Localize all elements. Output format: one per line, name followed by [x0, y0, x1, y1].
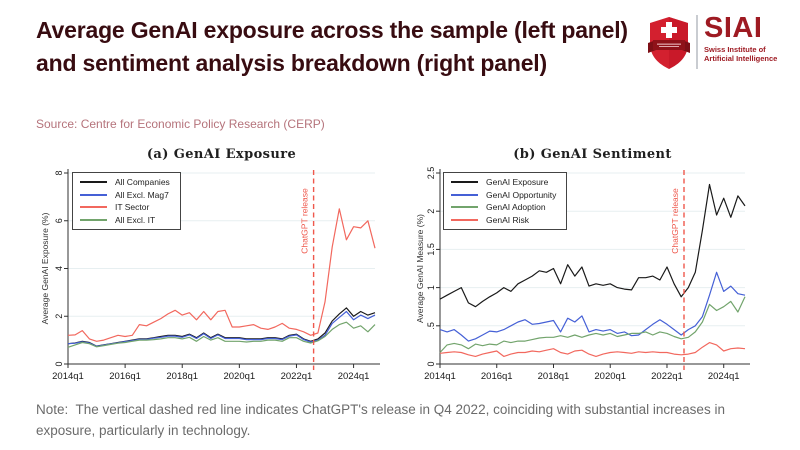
- legend-label: GenAI Adoption: [486, 202, 546, 212]
- x-tick-label: 2018q1: [166, 371, 198, 382]
- legend-line-swatch: [451, 181, 478, 183]
- legend-item: GenAI Exposure: [451, 177, 556, 187]
- legend-line-swatch: [80, 181, 107, 183]
- y-axis-label: Average GenAI Measure (%): [415, 214, 425, 323]
- chart-genai-exposure: (a) GenAI Exposure 0 2 4 6 8 2014q1 2016q1 2018…: [40, 146, 410, 396]
- chart-b-title: (b) GenAI Sentiment: [513, 147, 672, 162]
- legend-line-swatch: [451, 206, 478, 208]
- x-tick-label: 2016q1: [109, 371, 141, 382]
- x-tick-label: 2024q1: [338, 371, 370, 382]
- legend-label: IT Sector: [115, 202, 150, 212]
- y-axis-label: Average GenAI Exposure (%): [40, 212, 50, 324]
- siai-logo: SIAI Swiss Institute of Artificial Intel…: [644, 12, 790, 73]
- x-tick-label: 2020q1: [223, 371, 255, 382]
- x-tick-label: 2024q1: [708, 371, 740, 382]
- legend-item: GenAI Risk: [451, 215, 556, 225]
- x-tick-label: 2016q1: [481, 371, 513, 382]
- logo-subtitle-line2: Artificial Intelligence: [704, 54, 778, 64]
- footnote: Note: The vertical dashed red line indic…: [36, 402, 725, 438]
- chart-b-plot: 0 .5 1 1.5 2 2.5 2014q1 2016q1 2018q1 2020q1 2022q…: [415, 167, 750, 382]
- y-tick-label: 1.5: [426, 243, 436, 256]
- logo-divider: [696, 15, 698, 69]
- series-line-all-companies: [67, 307, 376, 347]
- y-tick-label: 1: [426, 285, 436, 290]
- legend-label: GenAI Risk: [486, 214, 529, 225]
- chart-a-title: (a) GenAI Exposure: [146, 147, 297, 162]
- legend-line-swatch: [80, 193, 107, 196]
- legend-item: All Companies: [80, 177, 170, 187]
- legend-line-swatch: [451, 193, 478, 196]
- chart-a-legend: All Companies All Excl. Mag7 IT Sector All …: [72, 172, 181, 230]
- source-caption: Source: Centre for Economic Policy Resea…: [36, 117, 325, 131]
- chart-a-plot: 0 2 4 6 8 2014q1 2016q1 2018q1 2020q1 2022q1 2024q…: [40, 169, 380, 382]
- release-line-label: ChatGPT release: [300, 188, 310, 254]
- series-line-it-sector: [67, 208, 376, 342]
- legend-line-swatch: [80, 218, 107, 221]
- y-tick-label: 8: [54, 170, 64, 175]
- legend-label: GenAI Exposure: [486, 177, 549, 187]
- legend-label: GenAI Opportunity: [486, 189, 557, 200]
- legend-label: All Companies: [115, 177, 170, 187]
- chart-genai-sentiment: (b) GenAI Sentiment 0 .5 1 1.5 2 2.5 2014q1 201…: [415, 146, 790, 396]
- x-tick-label: 2018q1: [538, 371, 570, 382]
- legend-item: All Excl. Mag7: [80, 190, 170, 200]
- page-title: Average GenAI exposure across the sample…: [36, 17, 628, 76]
- chart-b-legend: GenAI Exposure GenAI Opportunity GenAI Ado…: [443, 172, 568, 230]
- legend-item: All Excl. IT: [80, 215, 170, 225]
- shield-banner: [648, 40, 690, 53]
- y-tick-label: 6: [54, 218, 64, 223]
- legend-item: GenAI Opportunity: [451, 190, 556, 200]
- logo-subtitle-line1: Swiss Institute of: [704, 44, 766, 54]
- y-tick-label: 4: [54, 266, 64, 271]
- y-tick-label: 0: [426, 361, 436, 366]
- y-tick-label: 2.5: [426, 167, 436, 180]
- y-tick-label: .5: [426, 322, 436, 330]
- series-line-genai-exposure: [439, 183, 746, 308]
- swiss-shield-icon: [648, 17, 690, 69]
- series-line-genai-opportunity: [439, 271, 746, 342]
- legend-item: GenAI Adoption: [451, 202, 556, 212]
- legend-line-swatch: [80, 206, 107, 208]
- legend-line-swatch: [451, 218, 478, 221]
- y-tick-label: 0: [54, 361, 64, 366]
- x-tick-label: 2022q1: [651, 371, 683, 382]
- legend-item: IT Sector: [80, 202, 170, 212]
- logo-acronym: SIAI: [704, 12, 763, 44]
- series-line-all-excl-it: [67, 321, 376, 348]
- legend-label: All Excl. IT: [115, 214, 156, 225]
- release-line-label: ChatGPT release: [670, 188, 680, 254]
- series-line-genai-adoption: [439, 296, 746, 353]
- x-tick-label: 2014q1: [424, 371, 456, 382]
- legend-label: All Excl. Mag7: [115, 189, 169, 200]
- y-tick-label: 2: [54, 314, 64, 319]
- x-tick-label: 2014q1: [52, 371, 84, 382]
- x-tick-label: 2020q1: [594, 371, 626, 382]
- x-tick-label: 2022q1: [281, 371, 313, 382]
- series-line-genai-risk: [439, 342, 746, 357]
- y-tick-label: 2: [426, 209, 436, 214]
